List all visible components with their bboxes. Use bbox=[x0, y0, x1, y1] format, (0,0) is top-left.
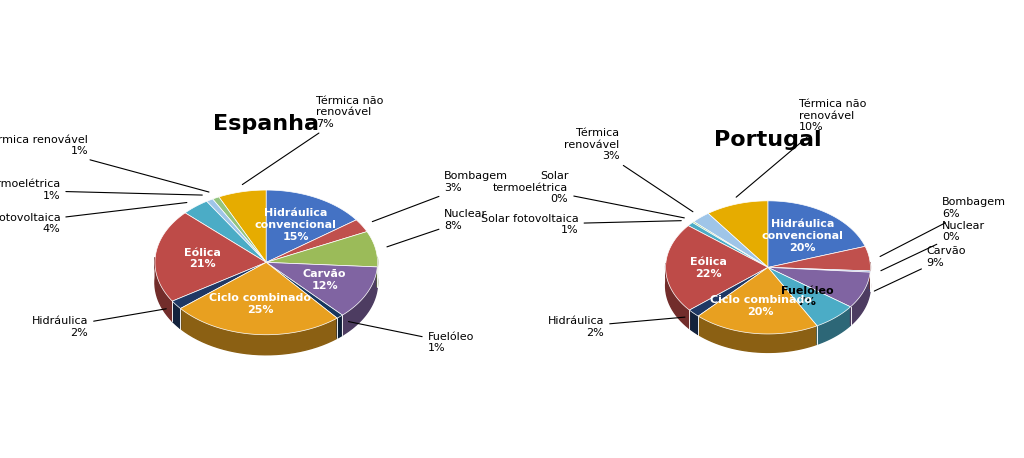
Polygon shape bbox=[692, 222, 768, 267]
Text: Portugal: Portugal bbox=[714, 130, 822, 150]
Text: Solar termoelétrica
1%: Solar termoelétrica 1% bbox=[0, 179, 203, 201]
Polygon shape bbox=[266, 190, 356, 262]
Polygon shape bbox=[207, 199, 266, 262]
Text: Fuelóleo
1%: Fuelóleo 1% bbox=[348, 322, 474, 353]
Polygon shape bbox=[180, 309, 337, 355]
Polygon shape bbox=[666, 226, 768, 310]
Text: Eólica
21%: Eólica 21% bbox=[183, 248, 220, 269]
Polygon shape bbox=[172, 301, 180, 328]
Polygon shape bbox=[172, 262, 266, 309]
Polygon shape bbox=[266, 262, 342, 318]
Polygon shape bbox=[180, 262, 337, 335]
Text: Solar fotovoltaica
4%: Solar fotovoltaica 4% bbox=[0, 202, 186, 234]
Polygon shape bbox=[266, 232, 378, 267]
Text: Nuclear
0%: Nuclear 0% bbox=[881, 221, 985, 271]
Text: Térmica não
renovável
7%: Térmica não renovável 7% bbox=[243, 96, 384, 185]
Polygon shape bbox=[817, 307, 851, 344]
Polygon shape bbox=[666, 263, 689, 328]
Text: Hidráulica
convencional
20%: Hidráulica convencional 20% bbox=[762, 219, 844, 253]
Polygon shape bbox=[768, 201, 865, 267]
Text: Eólica
22%: Eólica 22% bbox=[690, 257, 727, 278]
Text: Nuclear
8%: Nuclear 8% bbox=[387, 209, 487, 247]
Polygon shape bbox=[155, 213, 266, 301]
Text: Solar
termoelétrica
0%: Solar termoelétrica 0% bbox=[494, 171, 684, 218]
Text: Bombagem
3%: Bombagem 3% bbox=[373, 171, 508, 222]
Text: Fuelóleo
7%: Fuelóleo 7% bbox=[780, 286, 834, 307]
Text: Térmica
renovável
3%: Térmica renovável 3% bbox=[564, 128, 693, 212]
Polygon shape bbox=[768, 267, 851, 326]
Polygon shape bbox=[768, 267, 870, 307]
Polygon shape bbox=[342, 267, 377, 335]
Polygon shape bbox=[851, 272, 870, 325]
Text: Espanha: Espanha bbox=[213, 114, 319, 134]
Text: Carvão
9%: Carvão 9% bbox=[874, 246, 967, 291]
Polygon shape bbox=[768, 246, 870, 271]
Text: Hidráulica
2%: Hidráulica 2% bbox=[548, 316, 685, 338]
Text: Bombagem
6%: Bombagem 6% bbox=[880, 197, 1006, 256]
Polygon shape bbox=[185, 202, 266, 262]
Text: Solar fotovoltaica
1%: Solar fotovoltaica 1% bbox=[481, 213, 681, 235]
Polygon shape bbox=[693, 213, 768, 267]
Polygon shape bbox=[213, 197, 266, 262]
Polygon shape bbox=[155, 257, 172, 321]
Polygon shape bbox=[698, 267, 817, 334]
Text: Ciclo combinado
20%: Ciclo combinado 20% bbox=[710, 295, 812, 316]
Polygon shape bbox=[219, 190, 266, 262]
Polygon shape bbox=[698, 316, 817, 352]
Text: Hidráulica
convencional
15%: Hidráulica convencional 15% bbox=[255, 208, 337, 242]
Text: Carvão
12%: Carvão 12% bbox=[303, 269, 346, 291]
Polygon shape bbox=[688, 223, 768, 267]
Text: Térmica renovável
1%: Térmica renovável 1% bbox=[0, 135, 209, 192]
Polygon shape bbox=[266, 262, 377, 315]
Polygon shape bbox=[689, 310, 698, 334]
Polygon shape bbox=[337, 315, 342, 338]
Polygon shape bbox=[709, 201, 768, 267]
Polygon shape bbox=[768, 267, 870, 272]
Polygon shape bbox=[689, 267, 768, 316]
Text: Térmica não
renovável
10%: Térmica não renovável 10% bbox=[736, 99, 866, 197]
Text: Hidráulica
2%: Hidráulica 2% bbox=[32, 309, 166, 338]
Polygon shape bbox=[266, 220, 367, 262]
Text: Ciclo combinado
25%: Ciclo combinado 25% bbox=[209, 294, 311, 315]
